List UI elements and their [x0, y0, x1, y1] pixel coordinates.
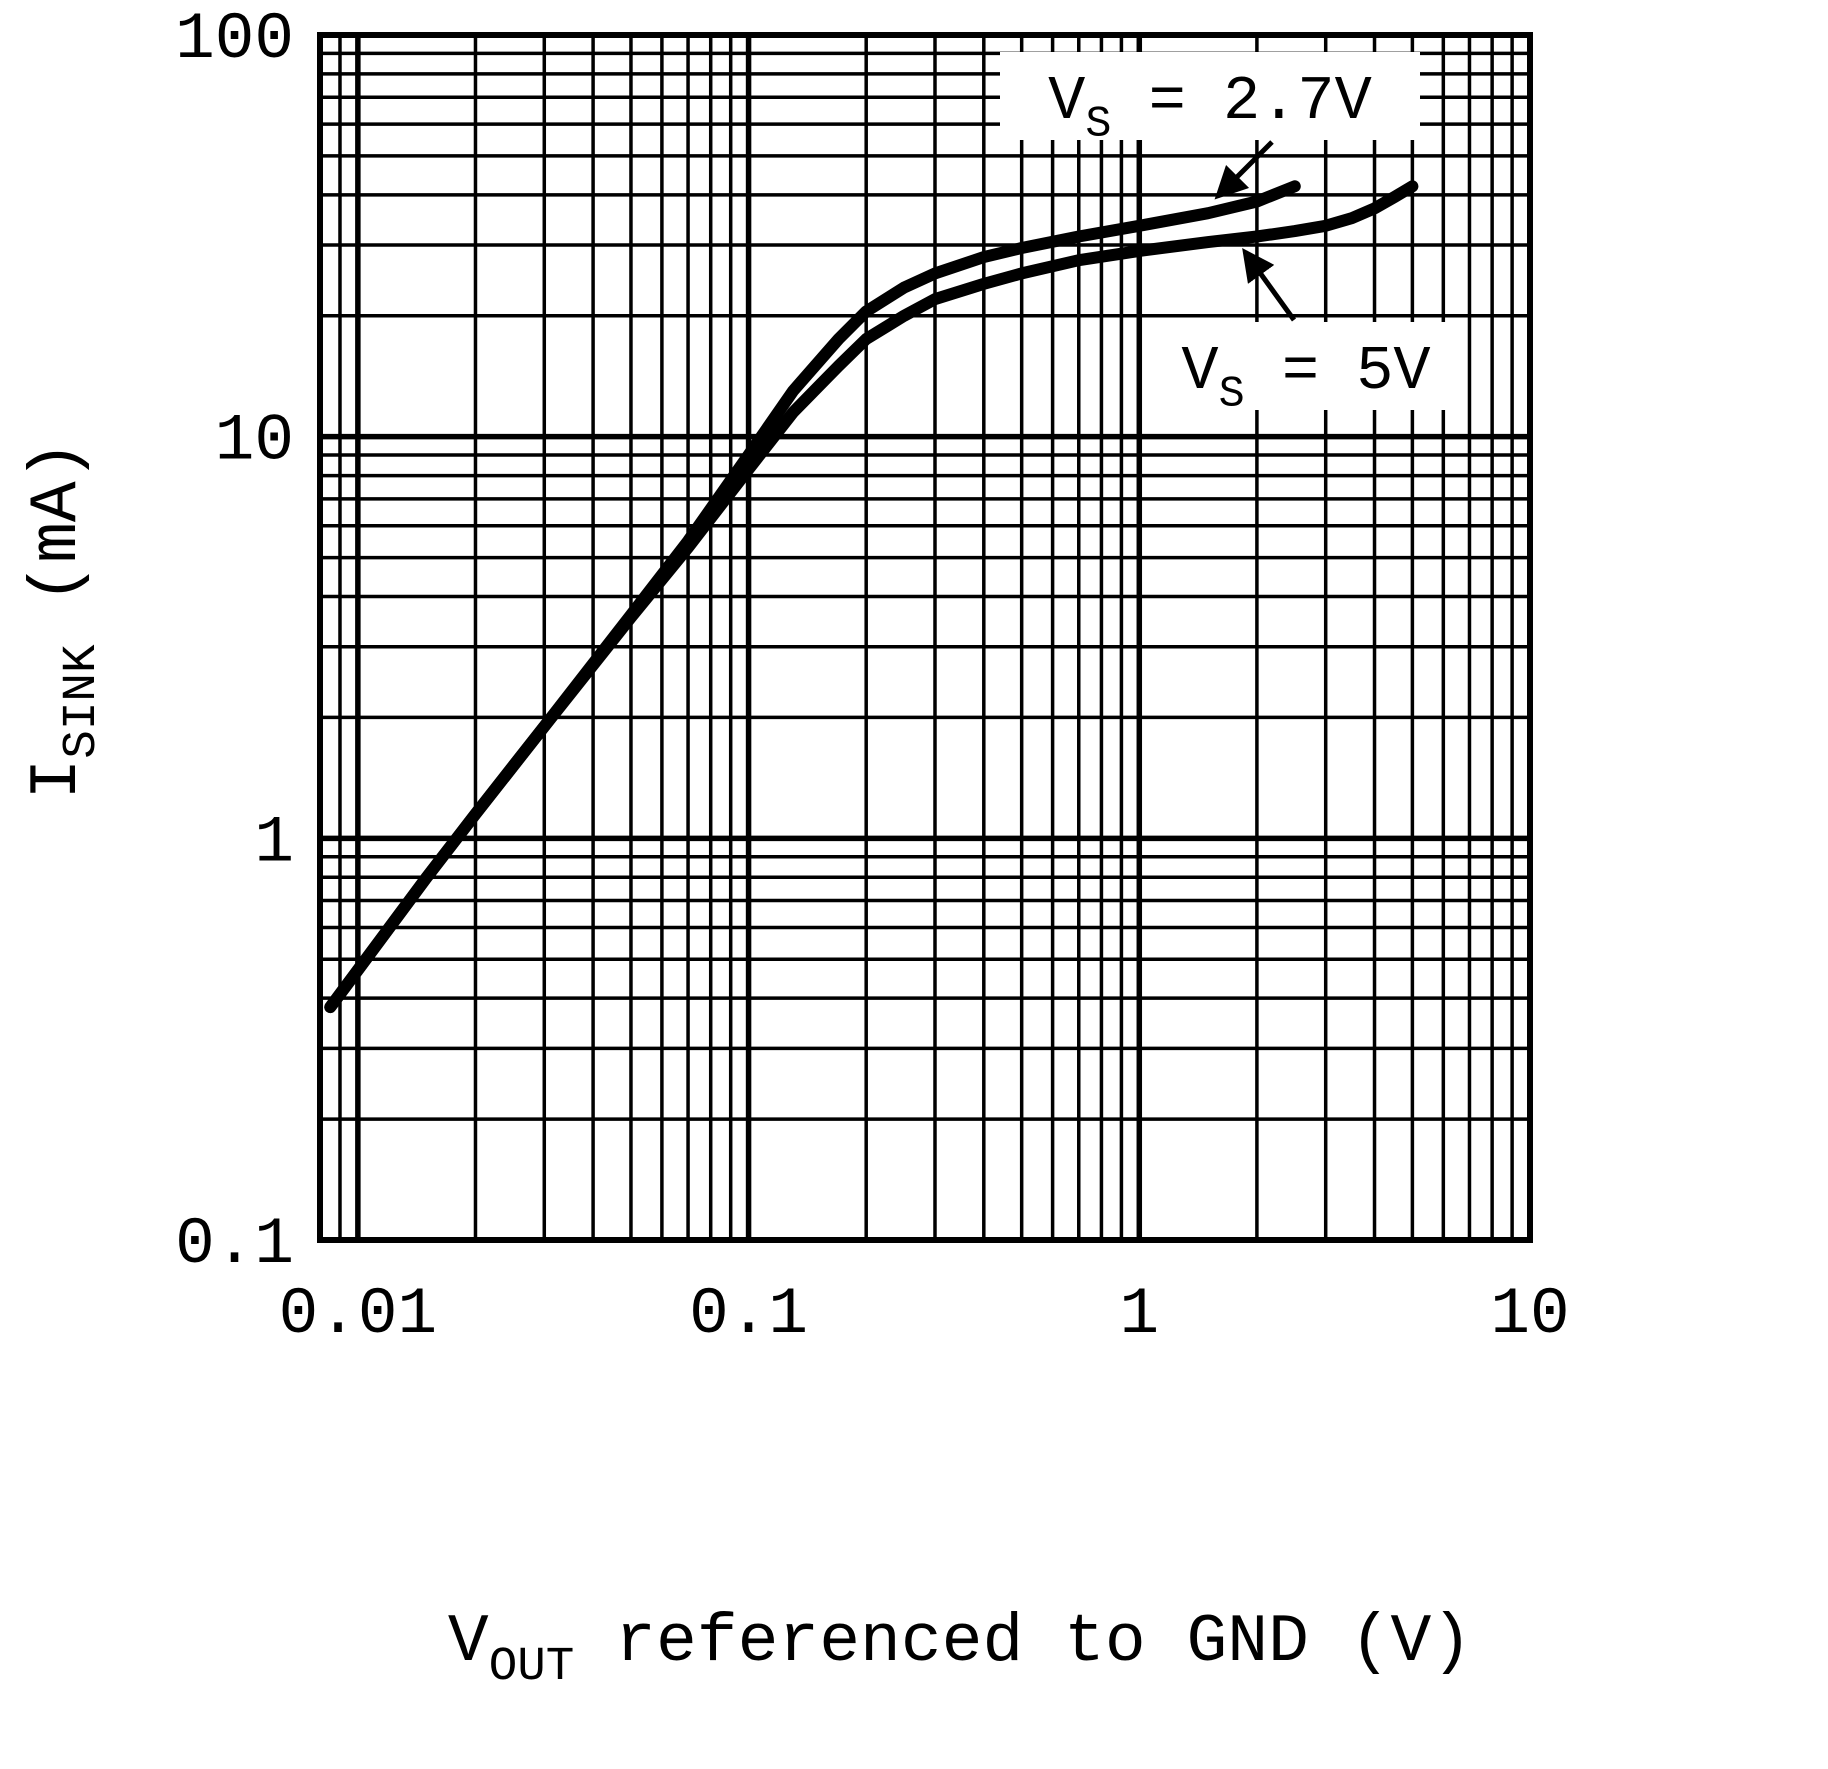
y-tick-label: 100 [175, 2, 294, 77]
annotation-arrow-1 [1242, 248, 1297, 322]
x-tick-label: 1 [1119, 1277, 1159, 1352]
annotation-label-1-sub: S [1219, 370, 1245, 419]
y-tick-label: 10 [215, 404, 294, 479]
series-curves [324, 180, 1419, 1014]
annotation-label-0-rest: = 2.7V [1111, 66, 1371, 137]
annotation-arrow-0 [1214, 140, 1274, 200]
y-tick-label: 0.1 [175, 1207, 294, 1282]
x-axis-title-main: V [448, 1604, 489, 1681]
x-axis-title-sub: OUT [489, 1640, 575, 1694]
y-axis-title-main: I [19, 759, 96, 800]
series-line-1 [324, 180, 1419, 1014]
annotation-label-1-main: V [1181, 336, 1218, 407]
annotation-label-1: VS = 5V [1181, 336, 1430, 419]
x-tick-label: 10 [1490, 1277, 1569, 1352]
plot-border [317, 32, 1533, 1243]
y-axis-title: ISINK (mA) [19, 440, 109, 799]
x-tick-label: 0.01 [279, 1277, 437, 1352]
annotation-label-0-sub: S [1085, 100, 1111, 149]
x-axis-title: VOUT referenced to GND (V) [448, 1604, 1472, 1694]
annotation-label-1-rest: = 5V [1245, 336, 1431, 407]
annotation-box-1 [1150, 322, 1462, 410]
y-axis-title-rest: (mA) [19, 440, 96, 644]
annotation-label-0: VS = 2.7V [1048, 66, 1372, 149]
x-tick-label: 0.1 [689, 1277, 808, 1352]
y-axis-title-sub: SINK [55, 644, 109, 759]
y-tick-label: 1 [254, 805, 294, 880]
x-axis-title-rest: referenced to GND (V) [574, 1604, 1472, 1681]
grid [320, 35, 1530, 1240]
annotation-box-0 [1000, 52, 1420, 140]
annotation-label-0-main: V [1048, 66, 1085, 137]
